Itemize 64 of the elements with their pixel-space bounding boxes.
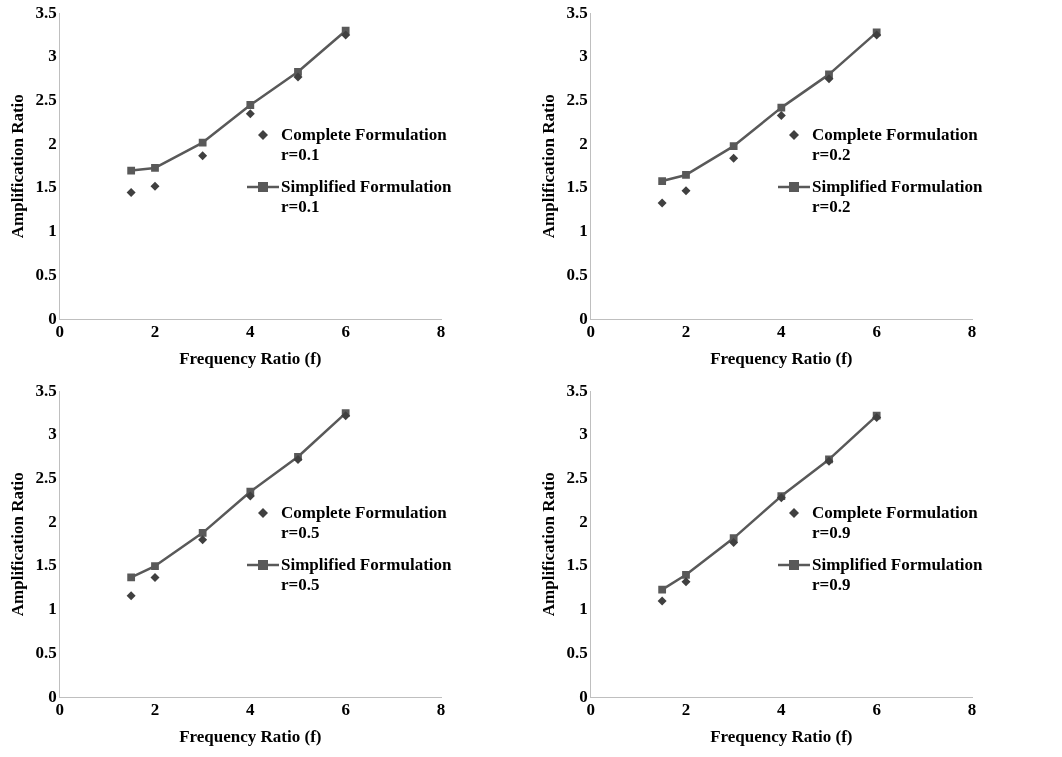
y-tick-label: 2 — [48, 133, 57, 153]
y-tick-label: 0.5 — [35, 642, 57, 662]
y-tick-label: 0 — [579, 308, 588, 328]
y-tick-label: 1 — [48, 221, 57, 241]
x-tick-label: 6 — [872, 321, 881, 341]
y-tick-label: 2 — [579, 133, 588, 153]
y-tick-label: 3 — [48, 424, 57, 444]
y-tick-label: 0 — [48, 308, 57, 328]
y-tick-label: 3.5 — [35, 2, 57, 22]
y-tick-label: 1.5 — [566, 177, 588, 197]
y-tick-label: 3 — [48, 46, 57, 66]
y-tick-label: 3.5 — [35, 380, 57, 400]
y-tick-label: 3 — [579, 46, 588, 66]
legend-label: Simplified Formulation r=0.1 — [281, 177, 453, 217]
y-axis-title: Amplification Ratio — [538, 472, 558, 617]
y-tick-label: 1.5 — [566, 555, 588, 575]
legend-label: Complete Formulation r=0.2 — [812, 125, 979, 165]
y-tick-label: 1 — [579, 221, 588, 241]
x-tick-label: 8 — [436, 321, 446, 341]
x-tick-label: 4 — [246, 321, 256, 341]
y-tick-label: 0 — [579, 686, 588, 706]
y-tick-label: 3 — [579, 424, 588, 444]
legend-label: Complete Formulation r=0.9 — [812, 503, 979, 543]
x-axis-title: Frequency Ratio (f) — [179, 727, 322, 747]
x-axis-title: Frequency Ratio (f) — [710, 727, 853, 747]
y-axis-title: Amplification Ratio — [7, 472, 27, 617]
y-axis-title: Amplification Ratio — [538, 94, 558, 239]
y-tick-label: 0.5 — [566, 264, 588, 284]
x-tick-label: 2 — [681, 321, 691, 341]
x-tick-label: 2 — [150, 699, 160, 719]
y-tick-label: 1.5 — [35, 177, 57, 197]
y-tick-label: 2.5 — [566, 468, 588, 488]
x-axis-title: Frequency Ratio (f) — [179, 349, 322, 369]
y-tick-label: 0.5 — [566, 642, 588, 662]
y-tick-label: 1 — [48, 599, 57, 619]
legend-label: Simplified Formulation r=0.5 — [281, 555, 453, 595]
y-tick-label: 2 — [48, 511, 57, 531]
legend-label: Simplified Formulation r=0.9 — [812, 555, 984, 595]
y-tick-label: 3.5 — [566, 2, 588, 22]
x-tick-label: 8 — [967, 699, 977, 719]
x-tick-label: 4 — [246, 699, 256, 719]
legend-label: Simplified Formulation r=0.2 — [812, 177, 984, 217]
legend-label: Complete Formulation r=0.5 — [281, 503, 448, 543]
x-tick-label: 6 — [341, 321, 350, 341]
x-tick-label: 2 — [681, 699, 691, 719]
x-axis-title: Frequency Ratio (f) — [710, 349, 853, 369]
y-tick-label: 2.5 — [35, 468, 57, 488]
x-tick-label: 4 — [777, 699, 787, 719]
y-tick-label: 1 — [579, 599, 588, 619]
x-tick-label: 8 — [436, 699, 446, 719]
y-axis-title: Amplification Ratio — [7, 94, 27, 239]
x-tick-label: 6 — [872, 699, 881, 719]
legend-label: Complete Formulation r=0.1 — [281, 125, 448, 165]
y-tick-label: 2.5 — [35, 90, 57, 110]
y-tick-label: 1.5 — [35, 555, 57, 575]
x-tick-label: 4 — [777, 321, 787, 341]
x-tick-label: 8 — [967, 321, 977, 341]
y-tick-label: 3.5 — [566, 380, 588, 400]
y-tick-label: 2 — [579, 511, 588, 531]
x-tick-label: 6 — [341, 699, 350, 719]
y-tick-label: 0 — [48, 686, 57, 706]
y-tick-label: 2.5 — [566, 90, 588, 110]
y-tick-label: 0.5 — [35, 264, 57, 284]
x-tick-label: 2 — [150, 321, 160, 341]
